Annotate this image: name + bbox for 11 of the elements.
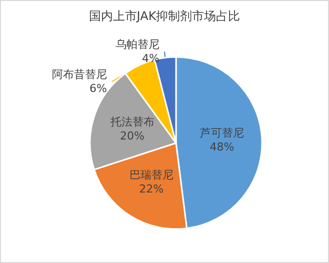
data-label: 20% xyxy=(120,129,144,142)
slice-label: 托法替布 xyxy=(109,115,154,128)
slice-label: 巴瑞替尼 xyxy=(129,168,174,182)
data-label: 6% xyxy=(89,82,107,96)
data-label: 48% xyxy=(210,140,234,154)
chart-title: 国内上市JAK抑制剂市场占比 xyxy=(88,9,240,23)
data-label: 22% xyxy=(139,182,164,196)
slice-label: 乌帕替尼 xyxy=(115,38,160,52)
slice-label: 芦可替尼 xyxy=(200,126,244,140)
data-label: 4% xyxy=(142,52,160,66)
slice-label: 阿布昔替尼 xyxy=(52,68,107,82)
